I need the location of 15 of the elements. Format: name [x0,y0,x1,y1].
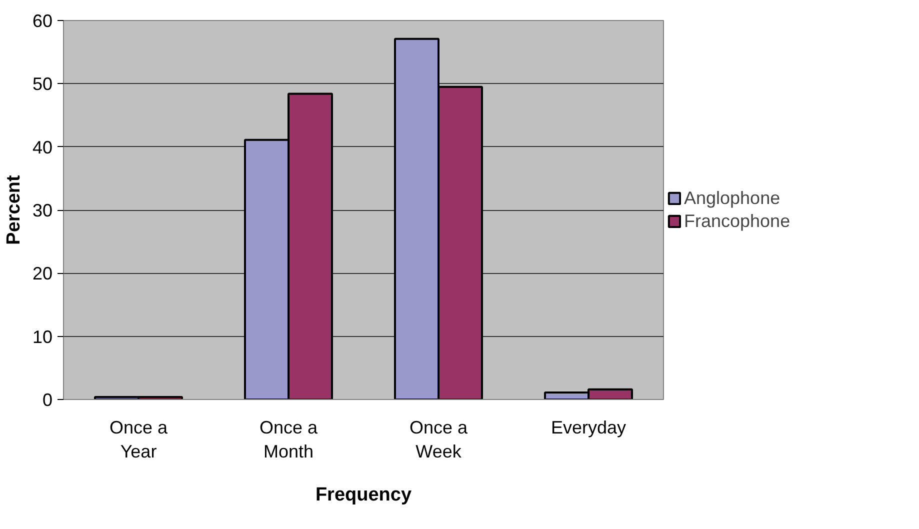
x-tick-label: Once a Week [409,418,469,462]
legend-label: Anglophone [684,188,780,208]
x-tick-label: Once a Year [109,418,169,462]
y-tick-label: 10 [32,326,53,347]
x-tick-label: Once a Month [259,418,319,462]
y-tick-label: 40 [32,137,53,158]
y-tick-label: 30 [32,200,53,220]
y-tick-label: 20 [32,264,53,284]
x-axis-title: Frequency [315,484,412,506]
y-tick-label: 0 [42,390,53,410]
x-tick-label: Everyday [550,418,626,438]
y-tick-label: 60 [32,11,53,31]
y-tick-label: 50 [32,74,53,94]
legend-label: Francophone [684,210,790,232]
y-axis-title: Percent [3,174,24,245]
